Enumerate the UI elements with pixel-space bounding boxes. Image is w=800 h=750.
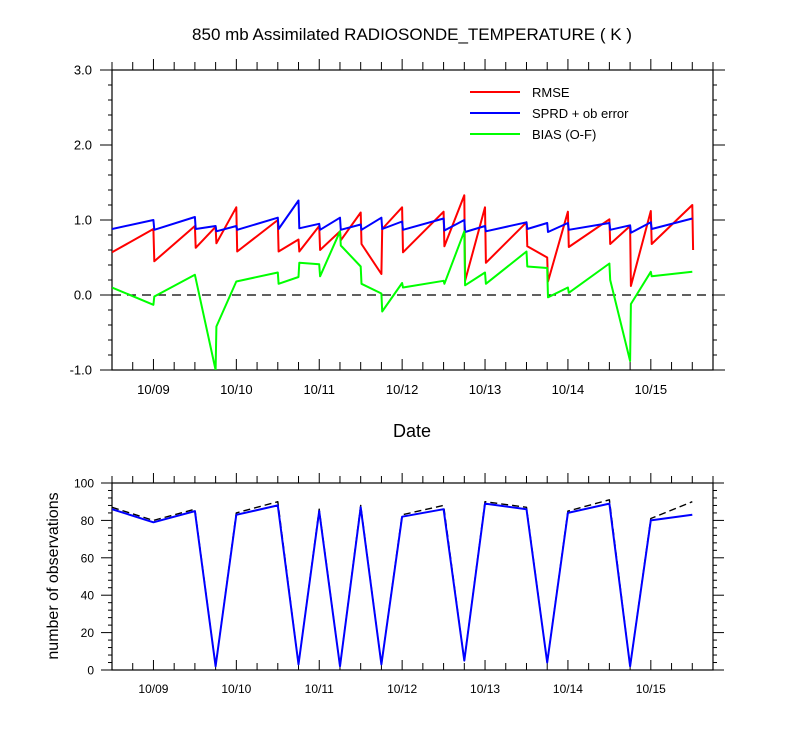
x-tick-label: 10/11 bbox=[305, 682, 334, 696]
x-tick-label: 10/14 bbox=[553, 682, 583, 696]
legend: RMSE SPRD + ob error BIAS (O-F) bbox=[470, 85, 629, 142]
x-tick-label: 10/10 bbox=[221, 682, 251, 696]
bottom-panel: 10/09 10/10 10/11 10/12 10/13 10/14 10/15 0 20 40… bbox=[74, 473, 724, 696]
series-line-bias-o-f- bbox=[112, 230, 693, 370]
x-tick-label: 10/12 bbox=[387, 682, 417, 696]
legend-label: BIAS (O-F) bbox=[532, 127, 596, 142]
series-line-possible bbox=[112, 499, 693, 667]
y-tick-label: 3.0 bbox=[74, 63, 92, 78]
y-tick-label: 1.0 bbox=[74, 213, 92, 228]
x-tick-label: 10/15 bbox=[635, 382, 668, 397]
y-axis-label: number of observations bbox=[45, 492, 62, 659]
x-tick-label: 10/13 bbox=[469, 382, 502, 397]
y-tick-label: 2.0 bbox=[74, 138, 92, 153]
x-tick-label: 10/11 bbox=[303, 382, 335, 397]
plot-frame bbox=[111, 482, 714, 671]
series-line-assimilated bbox=[112, 502, 693, 668]
legend-label: SPRD + ob error bbox=[532, 106, 629, 121]
x-tick-label: 10/13 bbox=[470, 682, 500, 696]
y-tick-label: 80 bbox=[81, 514, 95, 528]
y-tick-label: 60 bbox=[81, 551, 95, 565]
x-tick-label: 10/09 bbox=[138, 682, 168, 696]
x-axis-label: Date bbox=[393, 421, 431, 441]
x-tick-label: 10/12 bbox=[386, 382, 419, 397]
y-tick-label: 40 bbox=[81, 589, 95, 603]
y-tick-label: -1.0 bbox=[70, 363, 92, 378]
y-tick-label: 20 bbox=[81, 626, 95, 640]
x-tick-label: 10/10 bbox=[220, 382, 253, 397]
top-panel: 10/09 10/10 10/11 10/12 10/13 10/14 10/15 -1.0 0… bbox=[70, 59, 725, 397]
x-tick-label: 10/09 bbox=[137, 382, 170, 397]
x-tick-label: 10/14 bbox=[552, 382, 585, 397]
y-tick-label: 0.0 bbox=[74, 288, 92, 303]
y-tick-label: 100 bbox=[74, 477, 94, 491]
x-tick-label: 10/15 bbox=[636, 682, 666, 696]
series-line-sprd-ob-error bbox=[112, 199, 693, 234]
chart-title: 850 mb Assimilated RADIOSONDE_TEMPERATUR… bbox=[192, 25, 632, 44]
legend-label: RMSE bbox=[532, 85, 570, 100]
y-tick-label: 0 bbox=[87, 664, 94, 678]
series-line-rmse bbox=[112, 194, 695, 287]
